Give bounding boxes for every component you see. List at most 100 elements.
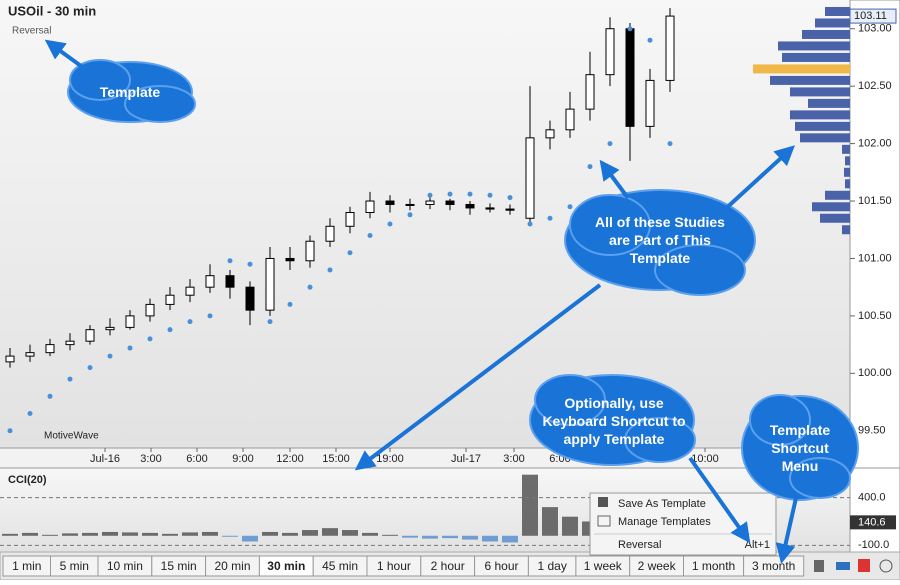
timeframe-tab-label[interactable]: 30 min	[267, 559, 305, 573]
cci-current-box	[850, 515, 896, 530]
callout-text: All of these Studies are Part of This Te…	[595, 214, 725, 266]
candle-body	[145, 303, 155, 317]
timeframe-tab-label[interactable]: 2 hour	[431, 559, 465, 573]
candle-body	[285, 257, 295, 262]
context-menu: Save As Template Manage Templates Revers…	[589, 492, 777, 556]
candle-body	[445, 200, 455, 205]
candle-body	[625, 28, 635, 127]
candle-body	[405, 203, 415, 206]
x-tick-label: 12:00	[276, 453, 304, 465]
y-tick-label: 100.00	[858, 367, 892, 379]
timeframe-tab-label[interactable]: 15 min	[161, 559, 197, 573]
psar-dot	[207, 313, 213, 319]
y-tick-label: 99.50	[858, 425, 886, 437]
y-tick-label: 102.00	[858, 137, 892, 149]
candle-body	[465, 203, 475, 209]
psar-dot	[447, 191, 453, 197]
psar-dot	[127, 345, 133, 351]
x-tick-label: 19:00	[376, 453, 404, 465]
timeframe-tab-label[interactable]: 10 min	[107, 559, 143, 573]
timeframe-tab-label[interactable]: 3 month	[752, 559, 795, 573]
psar-dot	[487, 192, 493, 198]
candle-body	[265, 257, 275, 311]
y-tick-label: 103.00	[858, 23, 892, 35]
psar-dot	[607, 141, 613, 147]
candle-body	[385, 200, 395, 205]
psar-dot	[367, 232, 373, 238]
y-tick-label: 100.50	[858, 310, 892, 322]
volume-profile-bar	[815, 18, 850, 28]
psar-dot	[547, 215, 553, 221]
psar-dot	[307, 284, 313, 290]
cci-bar	[42, 534, 58, 536]
callout-text: Template Shortcut Menu	[769, 422, 831, 474]
candle-body	[45, 344, 55, 354]
cci-bar	[2, 533, 18, 536]
timeframe-tab-label[interactable]: 20 min	[214, 559, 250, 573]
cci-bar	[482, 535, 498, 542]
cci-bar	[202, 531, 218, 536]
candle-body	[105, 326, 115, 331]
psar-dot	[387, 221, 393, 227]
candle-body	[165, 294, 175, 305]
timeframe-tab-label[interactable]: 1 hour	[377, 559, 411, 573]
psar-dot	[507, 195, 513, 201]
y-tick-label: -100.0	[858, 539, 889, 551]
psar-dot	[627, 26, 633, 32]
psar-dot	[347, 250, 353, 256]
candle-body	[185, 286, 195, 296]
cci-bar	[122, 532, 138, 536]
psar-dot	[67, 376, 73, 382]
x-tick-label: 6:00	[186, 453, 207, 465]
volume-profile-bar	[845, 179, 850, 189]
menu-item[interactable]: Save As Template	[618, 498, 706, 510]
callout-arrows	[44, 39, 798, 564]
candle-body	[325, 225, 335, 242]
cci-bar	[362, 532, 378, 536]
volume-profile-bar	[790, 110, 850, 120]
cci-title: CCI(20)	[8, 474, 47, 486]
x-tick-label: 10:00	[691, 453, 719, 465]
volume-profile-bar	[820, 213, 850, 223]
y-tick-label: 101.50	[858, 195, 892, 207]
time-axis	[0, 448, 850, 468]
timeframe-tab-label[interactable]: 2 week	[638, 559, 677, 573]
psar-dot	[467, 191, 473, 197]
candle-body	[245, 286, 255, 311]
menu-item[interactable]: Manage Templates	[618, 516, 711, 528]
cci-bar	[242, 535, 258, 542]
cci-current-label: 140.6	[858, 516, 886, 528]
callout-text: Template	[99, 84, 161, 100]
x-tick-label: 3:00	[503, 453, 524, 465]
candle-body	[65, 340, 75, 346]
cci-bar	[402, 535, 418, 538]
candle-body	[5, 355, 15, 363]
psar-dot	[147, 336, 153, 342]
cci-bar	[502, 535, 518, 543]
menu-item[interactable]: Reversal	[618, 539, 661, 551]
candle-body	[425, 200, 435, 205]
timeframe-tab-label[interactable]: 1 month	[692, 559, 735, 573]
cci-bar	[562, 516, 578, 536]
cci-bar	[302, 530, 318, 536]
volume-profile-bar	[842, 144, 850, 154]
timeframe-tab-label[interactable]: 1 week	[584, 559, 623, 573]
timeframe-tab-label[interactable]: 1 day	[537, 559, 566, 573]
psar-dot	[227, 258, 233, 264]
cci-bar	[342, 530, 358, 536]
volume-profile-bar	[844, 167, 850, 177]
candle-body	[505, 208, 515, 211]
psar-dot	[287, 301, 293, 307]
volume-profile-bar	[825, 190, 850, 200]
timeframe-tab-label[interactable]: 1 min	[12, 559, 41, 573]
chart-title: USOil - 30 min	[8, 3, 96, 18]
timeframe-tab-label[interactable]: 45 min	[322, 559, 358, 573]
y-tick-label: 400.0	[858, 491, 886, 503]
psar-dot	[47, 393, 53, 399]
psar-dot	[267, 319, 273, 325]
volume-profile-bar	[808, 98, 850, 108]
timeframe-tab-label[interactable]: 5 min	[60, 559, 89, 573]
timeframe-tab-label[interactable]: 6 hour	[484, 559, 518, 573]
psar-dot	[667, 141, 673, 147]
